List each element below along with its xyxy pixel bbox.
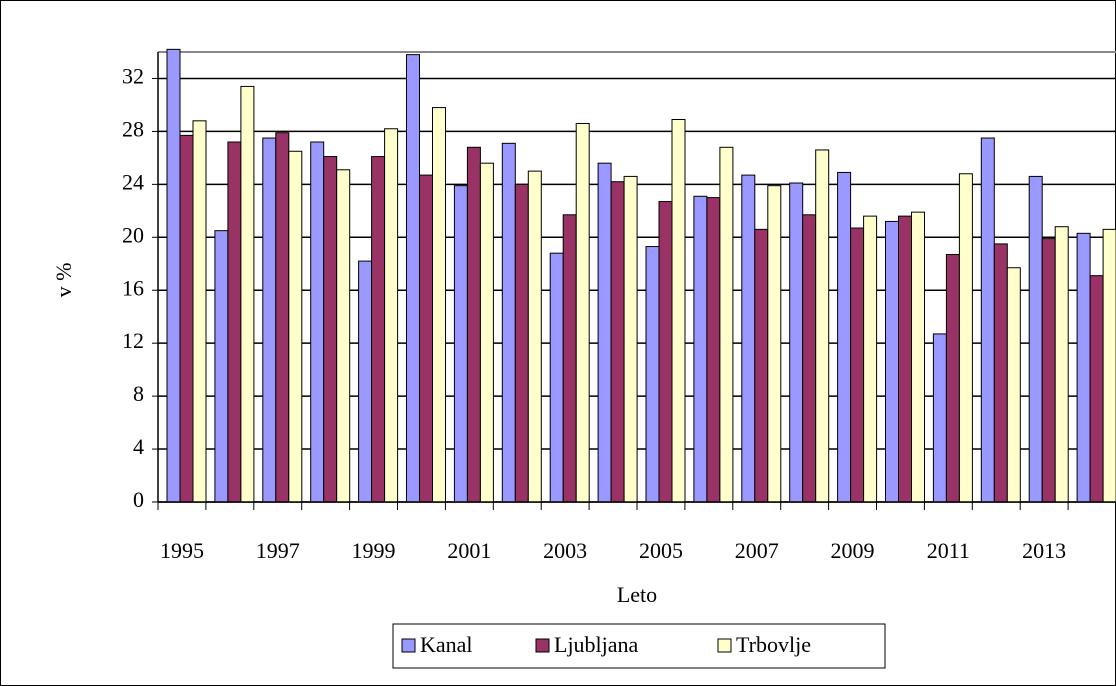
y-tick-label: 20 — [122, 222, 144, 247]
x-tick-label: 2005 — [639, 538, 683, 563]
legend-label: Kanal — [420, 632, 473, 657]
bar — [336, 169, 351, 503]
bar — [358, 260, 373, 503]
bar — [754, 228, 769, 503]
legend-box — [392, 623, 886, 669]
bar — [623, 175, 638, 503]
bar — [214, 230, 229, 503]
bar — [945, 254, 960, 503]
x-axis-title: Leto — [617, 582, 657, 607]
bar — [815, 149, 830, 503]
bar — [288, 150, 303, 503]
bar — [958, 173, 973, 503]
bar — [980, 137, 995, 503]
bar — [1076, 232, 1091, 503]
bar — [1054, 226, 1069, 503]
legend-swatch — [717, 638, 732, 653]
bar — [1102, 228, 1116, 503]
bar — [1041, 238, 1056, 503]
x-tick-label: 2009 — [831, 538, 875, 563]
x-tick-label: 2003 — [543, 538, 587, 563]
legend-swatch — [535, 638, 550, 653]
y-tick-label: 12 — [122, 328, 144, 353]
bar — [911, 211, 925, 503]
bar — [166, 48, 181, 503]
y-tick-label: 24 — [122, 169, 144, 194]
y-tick-label: 32 — [122, 64, 144, 89]
x-tick-label: 1997 — [256, 538, 300, 563]
bar — [1006, 267, 1021, 503]
x-tick-label: 1995 — [160, 538, 204, 563]
bar — [179, 134, 194, 503]
bar — [1089, 275, 1104, 503]
bar — [850, 227, 865, 503]
bar — [323, 156, 338, 503]
bar — [610, 181, 625, 503]
bar — [1028, 175, 1043, 503]
bar — [310, 141, 325, 503]
x-tick-label: 2013 — [1022, 538, 1066, 563]
bar — [562, 214, 577, 503]
bar — [993, 243, 1008, 503]
bar — [898, 215, 912, 503]
bar — [549, 252, 564, 503]
legend-swatch — [401, 638, 416, 653]
bar — [802, 214, 817, 503]
legend-label: Ljubljana — [554, 632, 639, 657]
bar — [671, 119, 686, 503]
y-tick-label: 16 — [122, 275, 144, 300]
bar — [693, 195, 708, 503]
bar — [514, 183, 529, 503]
x-tick-label: 2011 — [927, 538, 970, 563]
x-tick-label: 2007 — [735, 538, 779, 563]
bar — [419, 174, 433, 503]
y-tick-label: 8 — [133, 381, 144, 406]
bar — [384, 128, 399, 503]
bar — [275, 132, 290, 503]
bar — [597, 162, 612, 503]
bar — [262, 137, 277, 503]
y-tick-label: 4 — [133, 434, 144, 459]
bar — [719, 146, 734, 503]
bar — [371, 156, 386, 503]
bar — [192, 120, 207, 503]
bar — [479, 162, 494, 503]
bar — [466, 146, 481, 503]
bar — [406, 54, 420, 503]
bar — [432, 107, 446, 503]
bar — [789, 182, 804, 503]
bar — [658, 201, 673, 503]
bar — [863, 215, 878, 503]
legend-label: Trbovlje — [736, 632, 811, 657]
bar — [706, 197, 721, 503]
bar — [453, 185, 468, 503]
bar — [932, 333, 947, 503]
bar — [227, 141, 242, 503]
y-tick-label: 0 — [133, 487, 144, 512]
y-axis-title: v % — [51, 263, 76, 298]
bar — [837, 171, 852, 503]
bar — [501, 142, 516, 503]
bar — [240, 85, 255, 503]
bar — [527, 170, 542, 503]
x-tick-label: 1999 — [352, 538, 396, 563]
bar — [645, 246, 660, 503]
bar — [575, 122, 590, 503]
bar — [767, 185, 782, 503]
x-tick-label: 2001 — [447, 538, 491, 563]
bar — [741, 174, 756, 503]
y-tick-label: 28 — [122, 116, 144, 141]
bar — [885, 220, 899, 503]
